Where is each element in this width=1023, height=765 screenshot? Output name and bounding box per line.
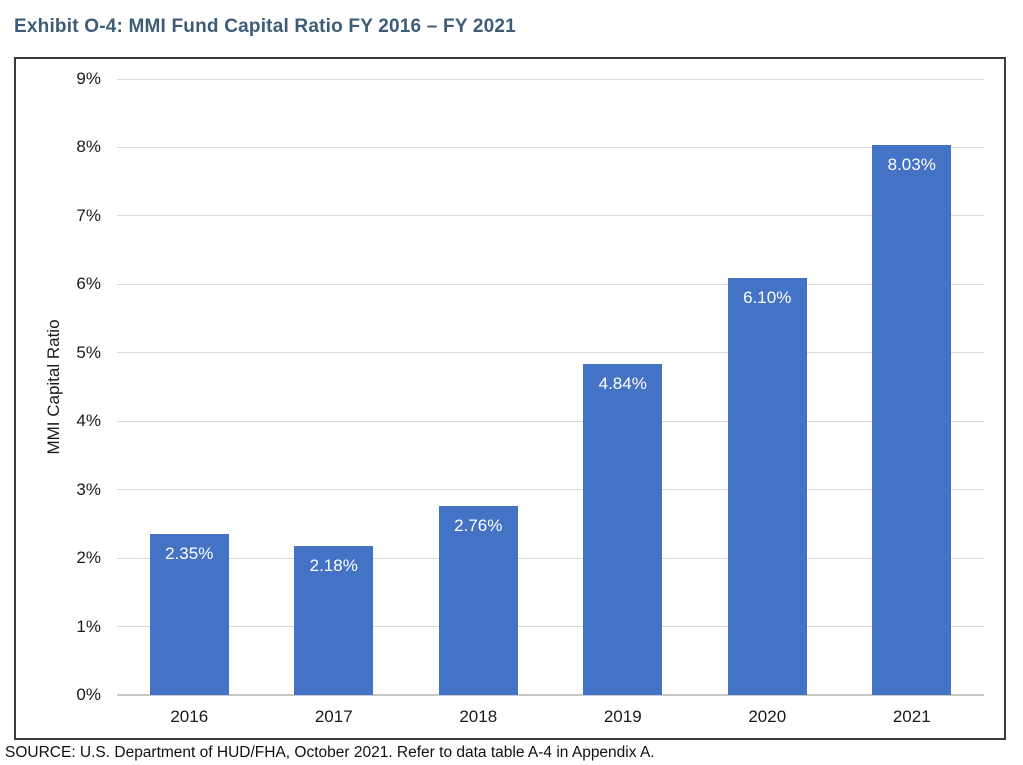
y-axis-title: MMI Capital Ratio xyxy=(44,319,63,455)
bar-value-label: 6.10% xyxy=(743,287,792,307)
bar-2019: 4.84% xyxy=(583,363,663,695)
source-note: SOURCE: U.S. Department of HUD/FHA, Octo… xyxy=(5,744,655,761)
bar-value-label: 2.35% xyxy=(165,544,214,564)
gridline xyxy=(117,283,984,285)
gridline xyxy=(117,146,984,148)
chart-title: Exhibit O-4: MMI Fund Capital Ratio FY 2… xyxy=(14,16,516,37)
x-tick-label-2017: 2017 xyxy=(314,707,353,726)
x-tick-label-2016: 2016 xyxy=(170,707,209,726)
bar-value-label: 8.03% xyxy=(887,155,936,175)
y-tick-label: 6% xyxy=(76,274,101,294)
x-tick-label-2020: 2020 xyxy=(748,707,787,726)
y-tick-label: 3% xyxy=(76,479,101,499)
x-axis-line xyxy=(117,694,984,696)
gridline xyxy=(117,78,984,80)
y-tick-label: 5% xyxy=(76,342,101,362)
gridline xyxy=(117,557,984,559)
bar-2017: 2.18% xyxy=(294,545,374,695)
plot-area: 2.35% 2.18% 2.76% 4.84% 6.10% 8.03% xyxy=(117,78,984,696)
y-tick-label: 2% xyxy=(76,548,101,568)
y-tick-label: 9% xyxy=(76,69,101,88)
x-tick-label-2018: 2018 xyxy=(459,707,498,726)
x-tick-label-2019: 2019 xyxy=(603,707,642,726)
gridline xyxy=(117,420,984,422)
gridline xyxy=(117,352,984,354)
y-tick-label: 0% xyxy=(76,685,101,704)
y-tick-label: 7% xyxy=(76,205,101,225)
gridline xyxy=(117,215,984,217)
bar-value-label: 2.18% xyxy=(309,555,358,575)
bar-2018: 2.76% xyxy=(438,506,518,695)
y-tick-label: 8% xyxy=(76,137,101,157)
gridline xyxy=(117,489,984,491)
y-tick-label: 1% xyxy=(76,616,101,636)
bar-value-label: 4.84% xyxy=(598,373,647,393)
bar-2021: 8.03% xyxy=(872,145,952,695)
bar-value-label: 2.76% xyxy=(454,516,503,536)
bar-2020: 6.10% xyxy=(727,277,807,695)
chart-container: MMI Capital Ratio 2.35% 2.18% 2.76% 4.84% 6.… xyxy=(14,57,1006,740)
x-tick-label-2021: 2021 xyxy=(892,707,931,726)
y-tick-label: 4% xyxy=(76,411,101,431)
gridline xyxy=(117,626,984,628)
bar-2016: 2.35% xyxy=(149,534,229,695)
